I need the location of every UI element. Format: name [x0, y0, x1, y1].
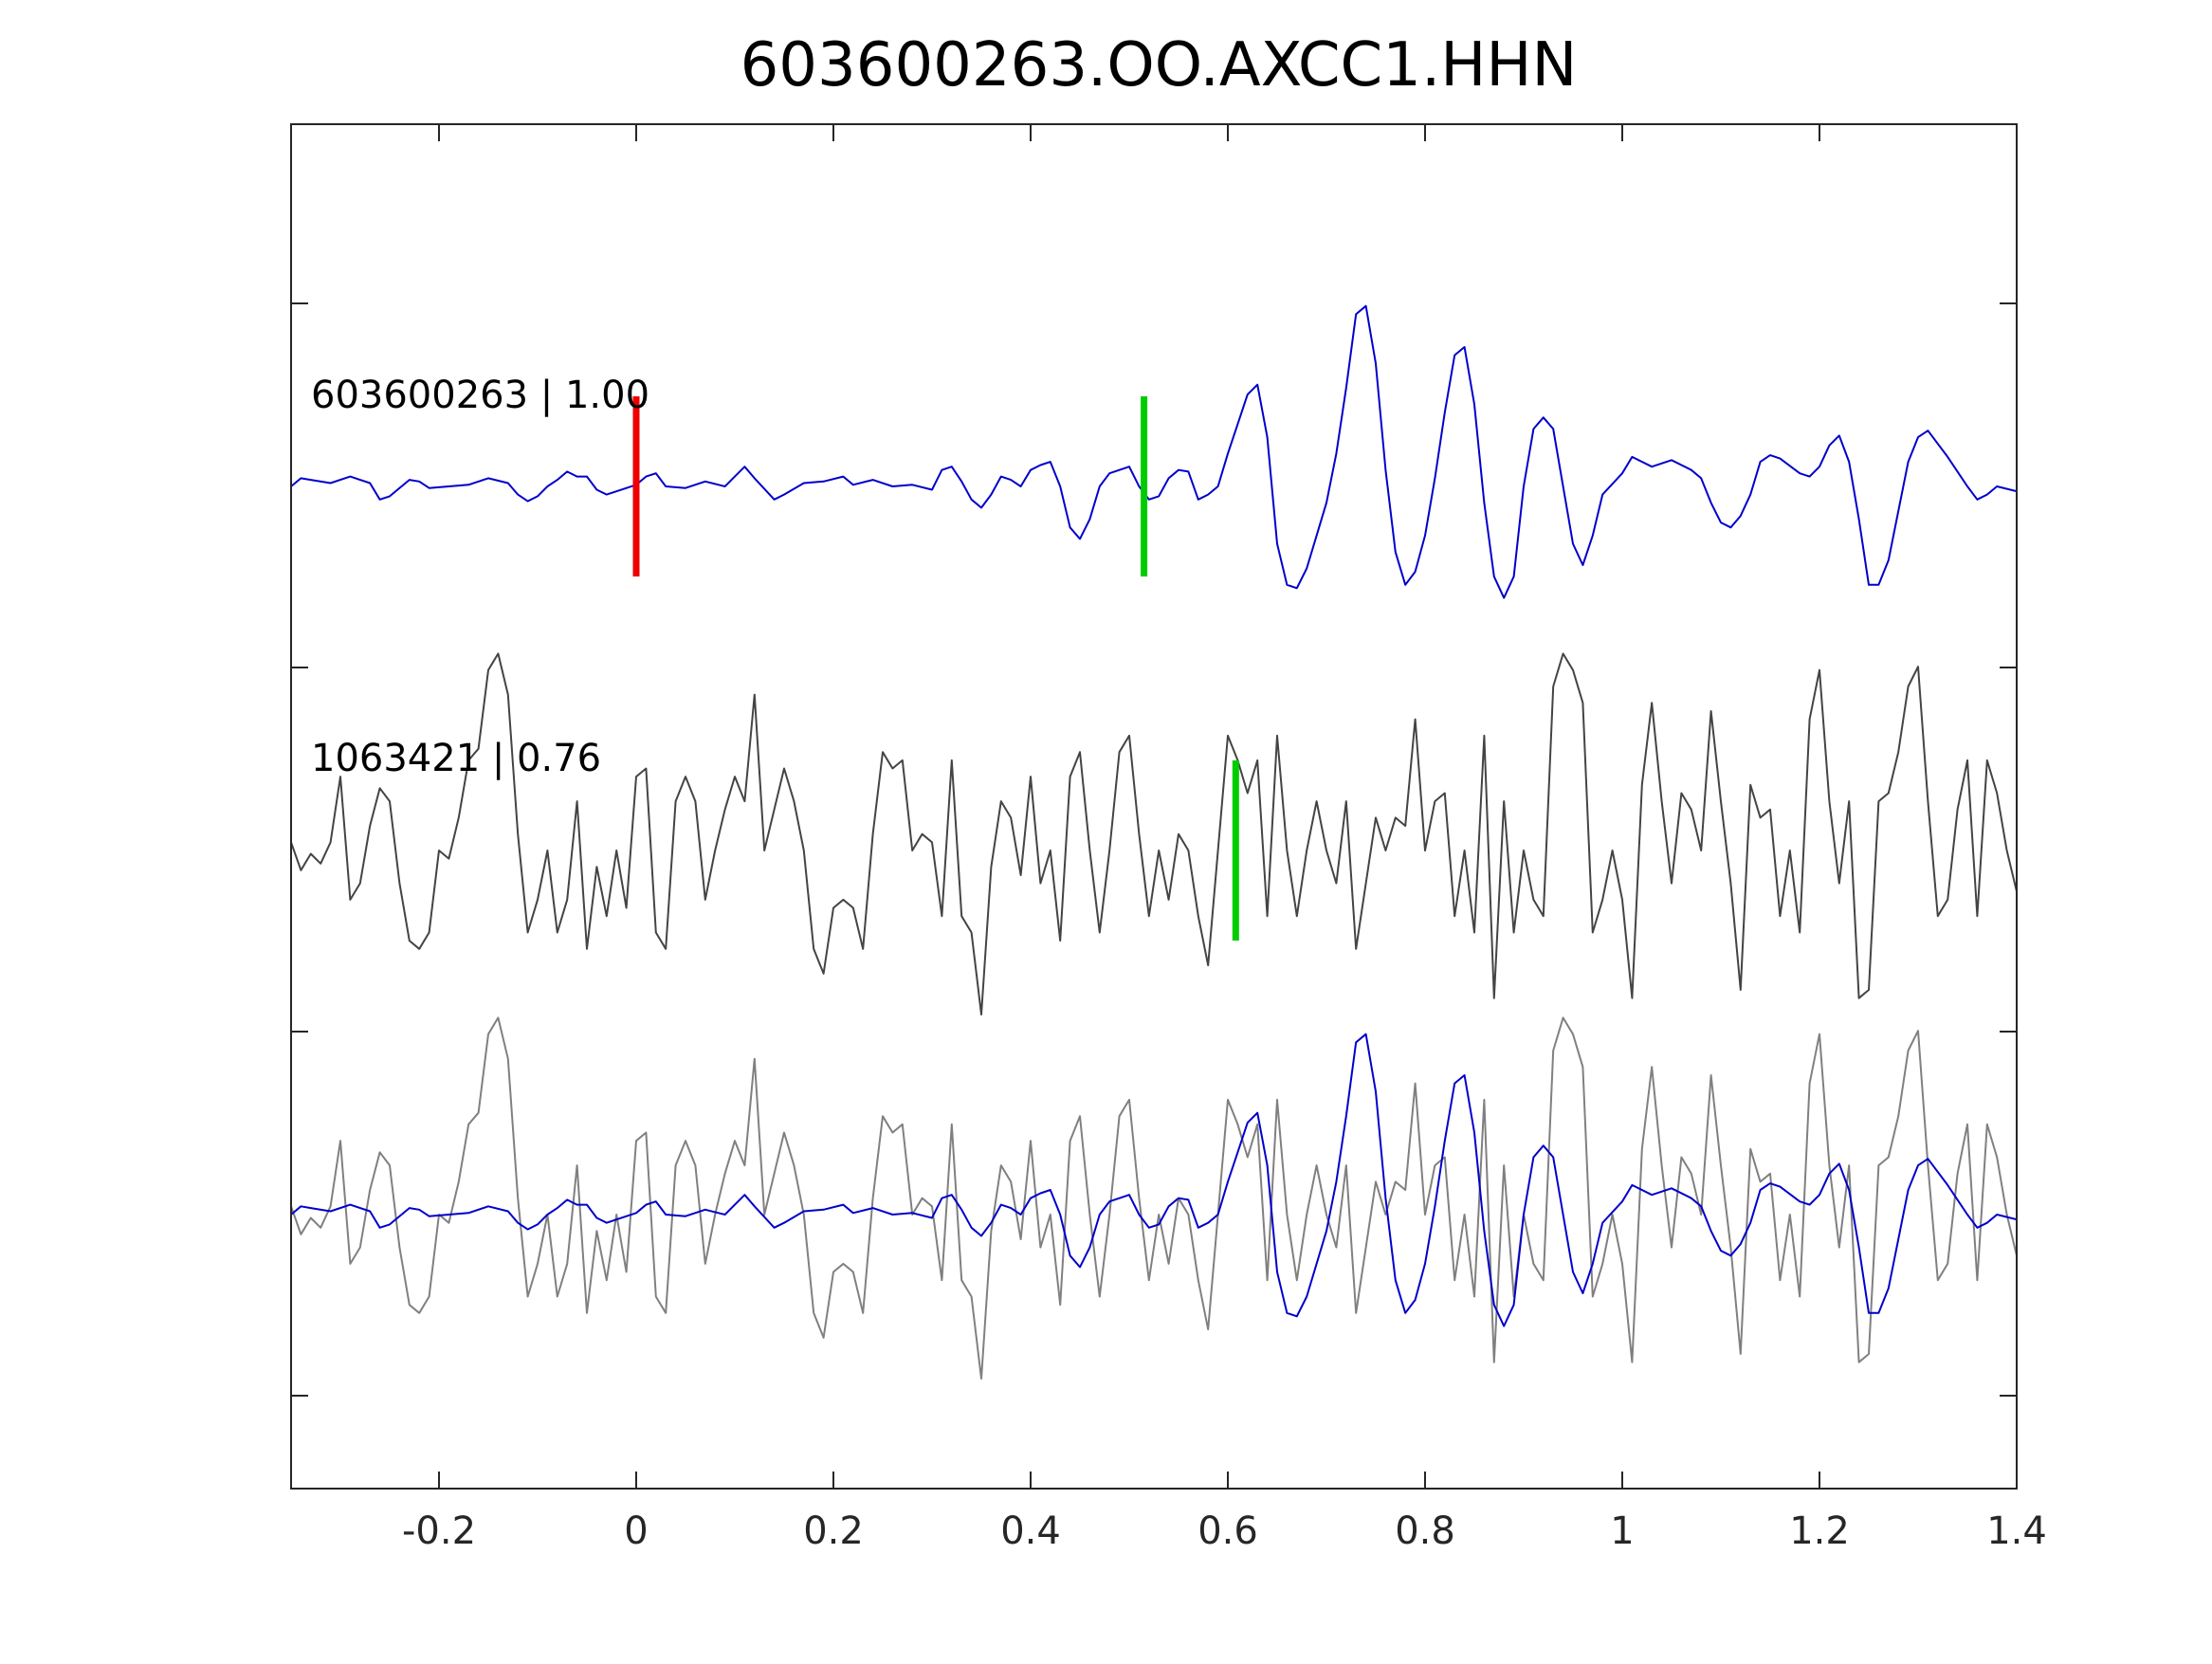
trace-label-2: 1063421 | 0.76 [311, 737, 601, 780]
trace-label-1: 603600263 | 1.00 [311, 374, 649, 417]
trace-line-3-1 [291, 1016, 2017, 1380]
x-tick-label: 0.4 [1000, 1509, 1061, 1553]
chart-title: 603600263.OO.AXCC1.HHN [740, 30, 1578, 101]
x-tick-label: 0 [624, 1509, 648, 1553]
x-tick-label: 0.6 [1197, 1509, 1258, 1553]
trace-line-3-2 [291, 1033, 2017, 1327]
x-tick-label: 0.8 [1395, 1509, 1455, 1553]
x-tick-label: -0.2 [402, 1509, 476, 1553]
x-tick-label: 1.4 [1986, 1509, 2047, 1553]
x-tick-label: 0.2 [803, 1509, 864, 1553]
trace-group [291, 304, 2017, 1380]
axis-ticks: -0.2 0 0.2 0.4 0.6 0.8 1 1.2 1.4 [291, 124, 2047, 1553]
x-tick-label: 1 [1610, 1509, 1634, 1553]
trace-line-2-1 [291, 652, 2017, 1015]
x-tick-label: 1.2 [1789, 1509, 1850, 1553]
plot-area: 603600263 | 1.00 1063421 | 0.76 [291, 304, 2017, 1380]
plot-frame [290, 123, 2018, 1490]
trace-line-1-1 [291, 304, 2017, 599]
